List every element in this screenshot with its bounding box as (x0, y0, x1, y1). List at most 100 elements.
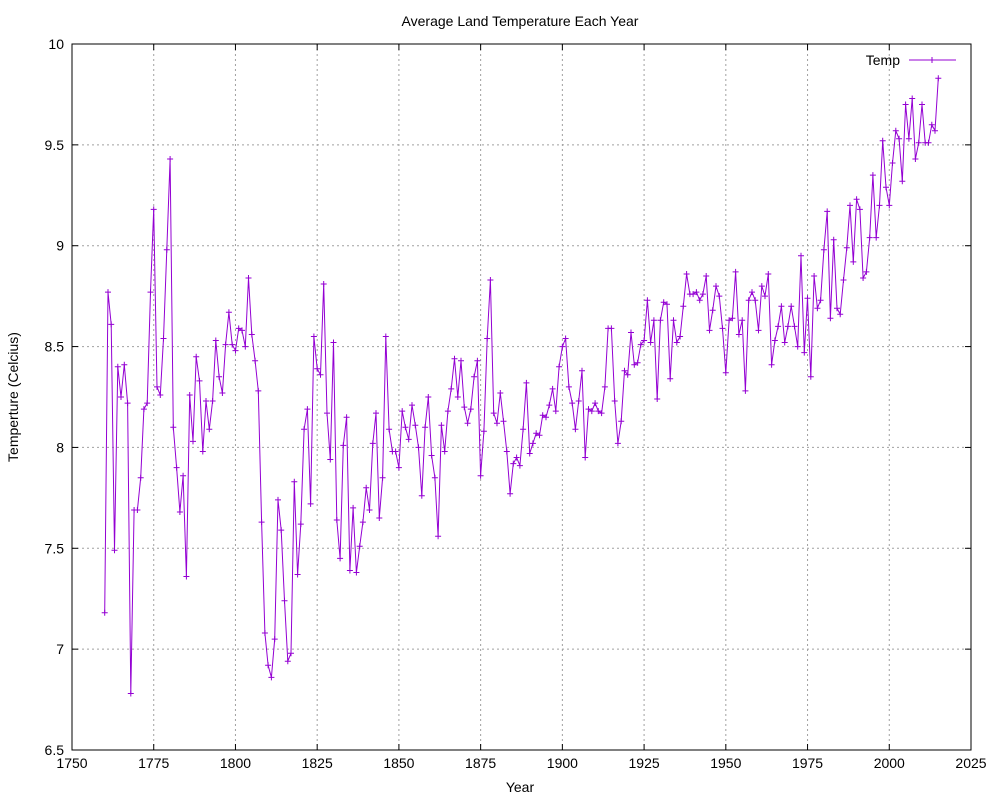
data-point (758, 283, 765, 290)
data-point (706, 327, 713, 334)
data-point (889, 160, 896, 166)
data-point (154, 383, 160, 390)
data-point (382, 333, 389, 340)
data-point (242, 343, 249, 350)
data-point (510, 460, 517, 467)
data-point (915, 139, 922, 146)
data-point (896, 135, 903, 142)
data-point (431, 474, 438, 481)
data-point (330, 339, 337, 346)
data-point (778, 303, 785, 310)
data-point (500, 418, 507, 425)
data-point (353, 569, 360, 576)
data-point (752, 297, 759, 304)
data-point (533, 430, 540, 437)
data-point (729, 315, 736, 322)
data-point (369, 440, 376, 447)
data-point (928, 121, 935, 128)
data-point (628, 329, 634, 336)
data-point (232, 347, 239, 354)
data-point (399, 408, 406, 415)
data-point (830, 236, 837, 243)
data-point (327, 456, 334, 463)
data-point (193, 353, 200, 360)
data-point (543, 414, 549, 421)
data-point (261, 630, 268, 636)
data-point (572, 426, 579, 433)
data-point (265, 662, 272, 669)
data-point (229, 341, 236, 348)
x-tick-label: 1950 (710, 755, 741, 771)
data-point (660, 299, 667, 306)
x-tick-label: 1875 (465, 755, 496, 771)
data-point (611, 398, 618, 404)
data-point (575, 398, 582, 404)
data-point (513, 454, 520, 461)
data-point (183, 573, 190, 580)
data-point (186, 392, 193, 398)
data-point (873, 234, 880, 241)
data-point (775, 323, 782, 330)
data-point (618, 418, 625, 425)
data-point (699, 291, 706, 298)
data-point (794, 343, 801, 350)
data-point (258, 519, 265, 526)
data-point (477, 472, 484, 479)
data-point (114, 363, 121, 370)
x-tick-label: 1800 (220, 755, 251, 771)
data-point (150, 206, 157, 213)
x-tick-label: 2000 (874, 755, 905, 771)
data-point (837, 311, 844, 318)
data-point (428, 452, 435, 459)
data-point (451, 355, 458, 362)
data-point (363, 484, 370, 491)
data-point (356, 543, 363, 550)
data-point (824, 208, 831, 215)
data-point (814, 305, 821, 312)
data-point (212, 337, 219, 344)
x-tick-label: 1925 (629, 755, 660, 771)
data-point (118, 394, 124, 400)
data-point (206, 426, 213, 433)
data-point (418, 492, 425, 499)
data-point (209, 398, 216, 404)
data-point (582, 454, 589, 461)
data-point (788, 303, 795, 310)
data-point (487, 277, 494, 283)
data-point (886, 202, 893, 209)
data-point (471, 373, 478, 380)
data-point (281, 597, 288, 604)
data-point (480, 428, 487, 435)
legend-label-temp: Temp (866, 52, 900, 68)
data-point (732, 268, 739, 275)
data-point (379, 474, 386, 481)
data-point (484, 335, 491, 342)
data-point (343, 414, 350, 421)
data-point (807, 373, 814, 380)
data-point (883, 184, 889, 191)
data-point (288, 650, 294, 657)
data-point (284, 658, 291, 665)
data-point (304, 406, 311, 413)
data-point (529, 440, 536, 447)
data-point (565, 383, 572, 390)
x-tick-label: 1825 (302, 755, 333, 771)
data-point (176, 509, 183, 515)
data-point (173, 464, 180, 471)
x-tick-label: 1900 (547, 755, 578, 771)
data-point (768, 361, 775, 368)
data-point (670, 317, 677, 324)
data-point (569, 400, 576, 407)
data-point (386, 426, 393, 433)
data-point (771, 337, 778, 344)
data-point (464, 420, 471, 427)
data-point (523, 379, 530, 386)
data-point (840, 277, 847, 283)
data-point (536, 432, 543, 439)
legend-marker-temp (929, 57, 935, 63)
data-point (899, 178, 906, 185)
data-point (716, 293, 723, 300)
data-point (644, 297, 651, 304)
data-point (458, 357, 464, 364)
data-point (608, 325, 615, 332)
